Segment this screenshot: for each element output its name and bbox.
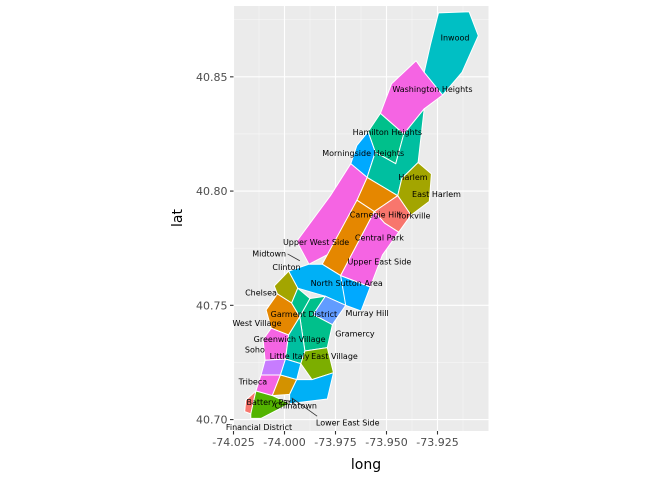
label-central-park: Central Park (355, 233, 404, 242)
label-gramercy: Gramercy (335, 329, 375, 338)
label-upper-west-side: Upper West Side (283, 238, 349, 247)
region-lower-east-side (289, 372, 334, 405)
label-chelsea: Chelsea (245, 288, 277, 297)
neighborhood-regions (244, 11, 479, 419)
label-harlem: Harlem (398, 173, 427, 182)
leader-line (283, 399, 291, 402)
label-morningside-heights: Morningside Heights (322, 149, 404, 158)
region-inwood (423, 11, 479, 96)
y-tick-label: 40.80 (196, 185, 228, 198)
label-lower-east-side: Lower East Side (316, 419, 380, 428)
neighborhood-labels: Inwood Washington Heights Hamilton Heights… (226, 34, 473, 433)
label-midtown: Midtown (252, 249, 286, 258)
label-leader-lines (283, 253, 318, 417)
label-upper-east-side: Upper East Side (347, 257, 411, 266)
label-soho: Soho (245, 345, 265, 354)
label-garment-district: Garment District (271, 310, 337, 319)
label-north-sutton-area: North Sutton Area (311, 279, 383, 288)
label-clinton: Clinton (272, 263, 300, 272)
y-axis-title: lat (170, 209, 186, 227)
region-upper-west-side (296, 163, 368, 265)
x-axis-title: long (351, 457, 381, 473)
region-financial-district (250, 390, 291, 419)
y-axis: 40.70 40.75 40.80 40.85 (196, 71, 234, 427)
label-west-village: West Village (232, 319, 281, 328)
label-financial-district: Financial District (226, 423, 292, 432)
label-east-harlem: East Harlem (412, 190, 461, 199)
label-carnegie-hill: Carnegie Hill (350, 211, 401, 220)
x-tick-label: -73.975 (314, 436, 356, 449)
label-hamilton-heights: Hamilton Heights (353, 128, 422, 137)
label-little-italy: Little Italy (270, 352, 310, 361)
y-tick-label: 40.75 (196, 299, 228, 312)
x-tick-label: -73.925 (416, 436, 458, 449)
y-tick-label: 40.70 (196, 414, 228, 427)
region-north-sutton-area (340, 275, 371, 312)
label-east-village: East Village (311, 352, 358, 361)
x-axis: -74.025 -74.000 -73.975 -73.950 -73.925 (212, 431, 459, 449)
label-battery-park: Battery Park (246, 398, 296, 407)
leader-line (287, 253, 300, 262)
x-tick-label: -74.025 (212, 436, 254, 449)
label-tribeca: Tribeca (238, 377, 268, 386)
label-inwood: Inwood (441, 34, 470, 43)
leader-line (291, 397, 318, 417)
x-tick-label: -74.000 (263, 436, 305, 449)
label-chinatown: Chinatown (274, 401, 317, 410)
label-greenwich-village: Greenwich Village (254, 335, 326, 344)
x-tick-label: -73.950 (365, 436, 407, 449)
label-washington-heights: Washington Heights (392, 85, 472, 94)
y-tick-label: 40.85 (196, 71, 228, 84)
label-yorkville: Yorkville (397, 212, 431, 221)
label-murray-hill: Murray Hill (345, 309, 388, 318)
